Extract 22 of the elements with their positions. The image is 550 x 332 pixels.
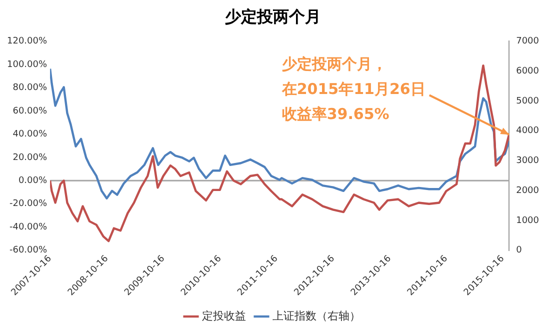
y-tick-label: 100.00% <box>6 60 48 70</box>
y-tick-label: 120.00% <box>6 36 48 47</box>
annotation: 少定投两个月，在2015年11月26日收益率39.65% <box>280 55 426 124</box>
y2-tick-label: 1000 <box>516 216 540 226</box>
y2-tick-label: 6000 <box>516 66 540 76</box>
y-tick-label: 20.00% <box>12 152 48 163</box>
y-tick-label: -40.00% <box>9 222 48 232</box>
y-tick-label: -20.00% <box>9 199 48 210</box>
y2-tick-label: 0 <box>516 246 522 256</box>
legend-label: 上证指数（右轴） <box>272 309 360 322</box>
legend-label: 定投收益 <box>202 309 246 322</box>
y2-tick-label: 7000 <box>516 36 540 47</box>
y2-tick-label: 5000 <box>516 96 540 106</box>
y-tick-label: 60.00% <box>12 106 48 116</box>
y-tick-label: 40.00% <box>12 130 48 140</box>
chart-title: 少定投两个月 <box>225 6 321 26</box>
y-tick-label: 0.00% <box>18 176 48 186</box>
y2-tick-label: 4000 <box>516 126 540 136</box>
y-tick-label: -60.00% <box>9 246 48 256</box>
y-tick-label: 80.00% <box>12 83 48 94</box>
y2-tick-label: 2000 <box>516 186 540 196</box>
y2-tick-label: 3000 <box>516 156 540 166</box>
